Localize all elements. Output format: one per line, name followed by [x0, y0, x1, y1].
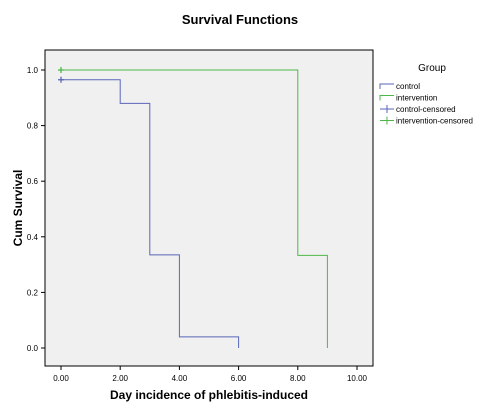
- legend-swatch-step: [379, 83, 394, 89]
- series-line-control: [61, 79, 240, 348]
- x-tick-label: 0.00: [53, 374, 69, 383]
- y-axis-label: Cum Survival: [11, 170, 25, 247]
- series-layer: [58, 67, 328, 348]
- x-tick-label: 10.00: [347, 374, 368, 383]
- censor-marker-intervention: [58, 67, 64, 73]
- y-tick-label: 0.4: [27, 233, 39, 242]
- legend-swatch-plus: [380, 116, 394, 125]
- series-line-intervention: [61, 69, 328, 348]
- x-tick-label: 8.00: [290, 374, 306, 383]
- y-tick-label: 0.0: [27, 344, 39, 353]
- legend-title: Group: [418, 63, 446, 74]
- axes: 0.00 2.00 4.00 6.00 8.00 10.00 0.0 0.2 0.4 0.6 0.8…: [27, 66, 368, 383]
- x-tick-label: 2.00: [112, 374, 128, 383]
- legend-label: control-censored: [396, 105, 456, 114]
- legend-label: intervention: [396, 94, 437, 103]
- y-tick-label: 0.6: [27, 177, 39, 186]
- legend-label: intervention-censored: [396, 117, 473, 126]
- y-tick-label: 0.8: [27, 122, 39, 131]
- legend-swatch-plus: [380, 105, 394, 113]
- x-tick-label: 6.00: [231, 374, 247, 383]
- y-tick-label: 0.2: [27, 288, 39, 297]
- y-tick-label: 1.0: [27, 66, 39, 75]
- legend-label: control: [396, 82, 420, 91]
- legend: Group control intervention control-censore…: [379, 63, 473, 126]
- legend-swatch-step: [379, 95, 394, 101]
- x-axis-label: Day incidence of phlebitis-induced: [110, 388, 308, 402]
- censor-marker-control: [58, 76, 64, 83]
- chart-title: Survival Functions: [182, 12, 298, 27]
- plot-area: [44, 49, 374, 367]
- x-tick-label: 4.00: [172, 374, 188, 383]
